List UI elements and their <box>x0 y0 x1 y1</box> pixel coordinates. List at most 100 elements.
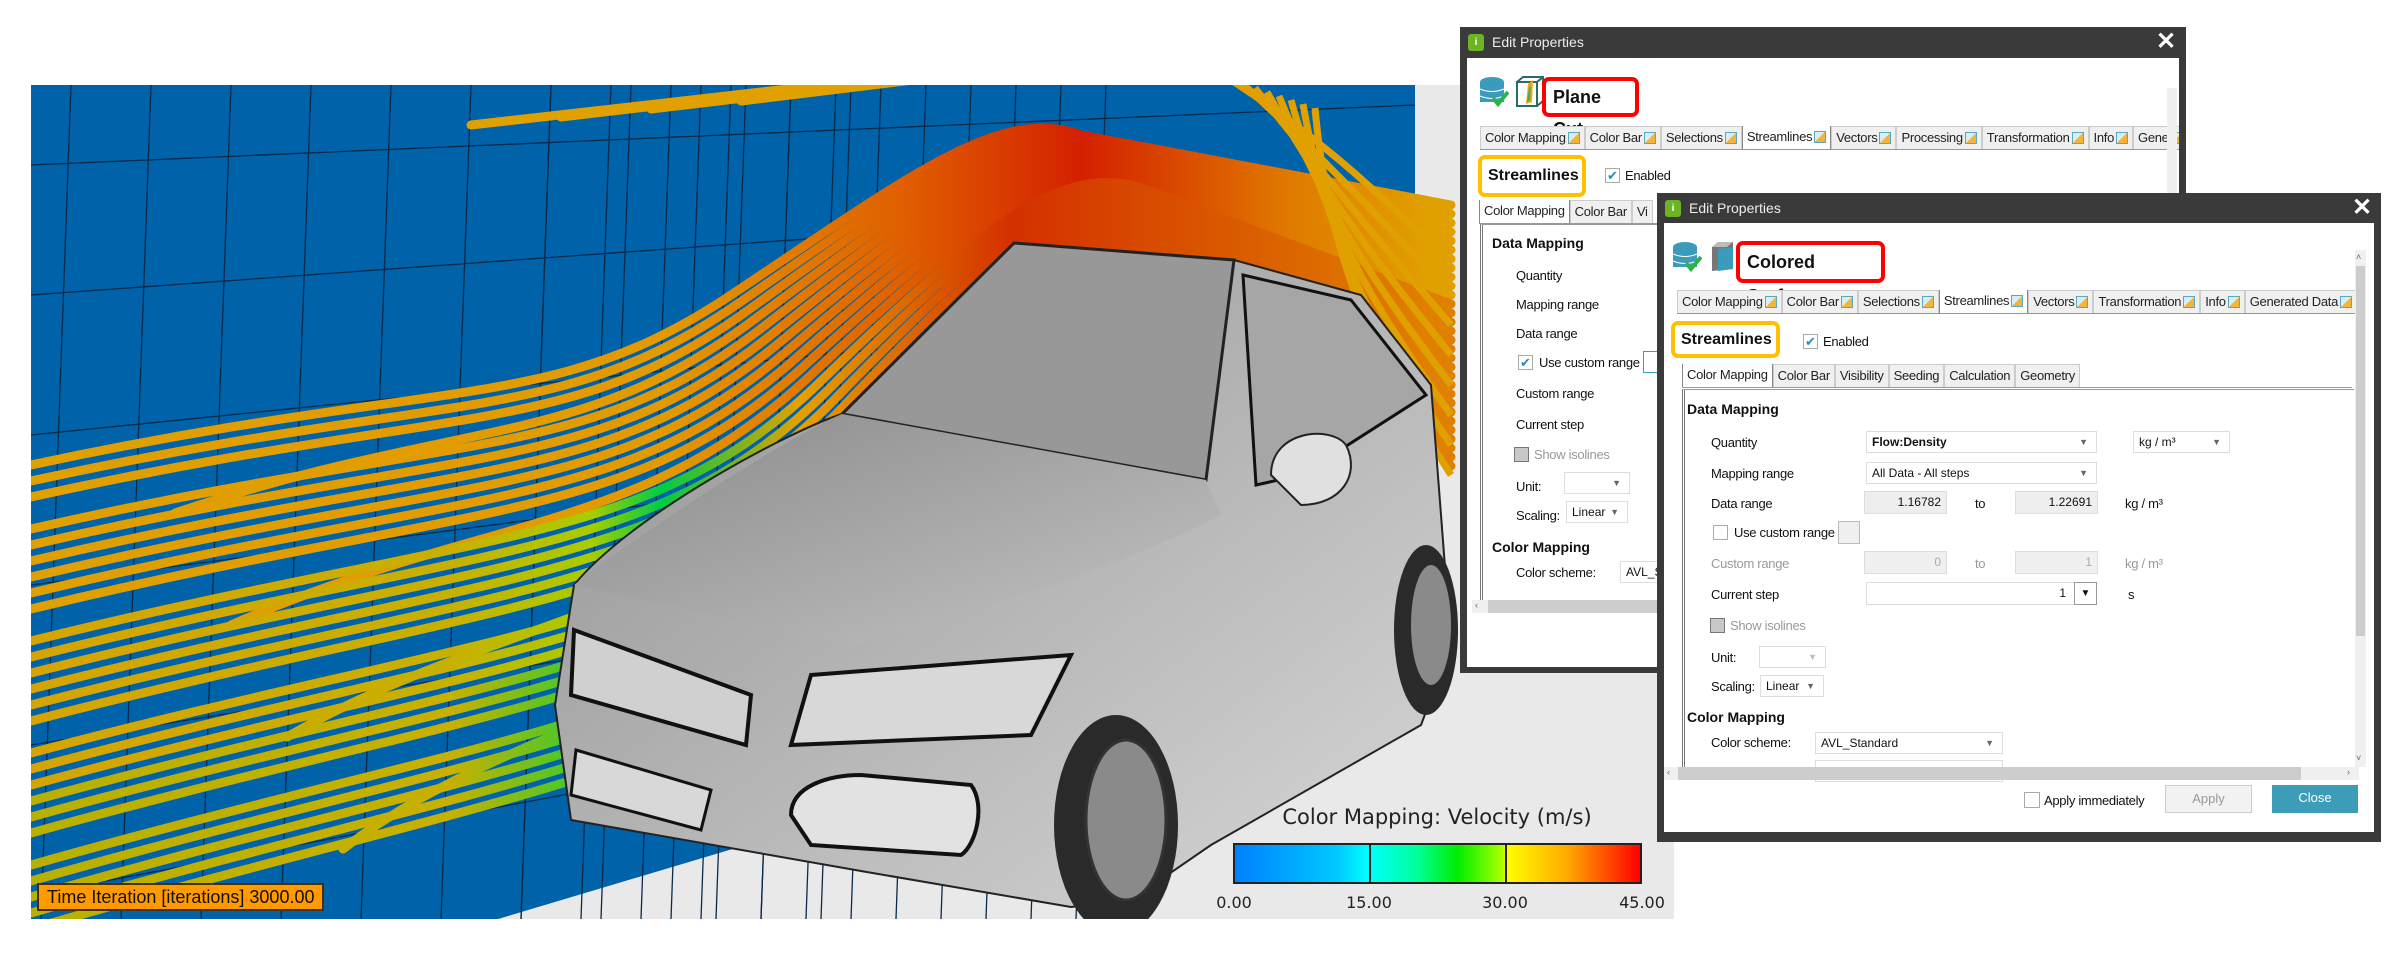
scrollbar-thumb[interactable] <box>2356 266 2365 636</box>
unit-label: Unit: <box>1711 650 1737 665</box>
tab-color-mapping[interactable]: Color Mapping <box>1480 126 1585 149</box>
tab-color-bar[interactable]: Color Bar <box>1781 290 1858 313</box>
streamline <box>31 163 1456 598</box>
mapping-range-dropdown[interactable]: All Data - All steps ▼ <box>1866 462 2097 484</box>
scaling-label: Scaling: <box>1711 679 1755 694</box>
tab-calculation[interactable]: Calculation <box>1944 364 2016 387</box>
chevron-up-icon[interactable]: ˄ <box>2356 252 2362 262</box>
enabled-label: Enabled <box>1625 168 1671 183</box>
chevron-down-icon: ▼ <box>2212 437 2221 447</box>
dialog-title: Edit Properties <box>1492 34 1584 50</box>
apply-immediately-checkbox[interactable] <box>2024 792 2040 808</box>
dialog-title-bar[interactable]: i Edit Properties ✕ <box>1657 193 2381 224</box>
scaling-label: Scaling: <box>1516 508 1560 523</box>
color-bar-tick: 0.00 <box>1216 893 1252 912</box>
horizontal-scrollbar[interactable]: ‹ › <box>1664 767 2359 780</box>
custom-range-min-field[interactable]: 0 <box>1864 551 1947 574</box>
use-custom-range-checkbox[interactable] <box>1713 525 1728 540</box>
enabled-checkbox[interactable]: ✔ <box>1803 334 1818 349</box>
chevron-down-icon: ▼ <box>1610 507 1619 517</box>
tab-vectors[interactable]: Vectors <box>1831 126 1897 149</box>
object-title: Colored Surface <box>1736 241 1885 306</box>
chevron-down-icon[interactable]: ˅ <box>2356 753 2362 763</box>
tab-transformation[interactable]: Transformation <box>2093 290 2201 313</box>
tab-label: Color Bar <box>1589 130 1643 145</box>
close-icon[interactable]: ✕ <box>2155 28 2177 55</box>
enabled-checkbox[interactable]: ✔ <box>1605 168 1620 183</box>
colored-surface-icon <box>1712 242 1733 271</box>
tab-seeding[interactable]: Seeding <box>1888 364 1945 387</box>
tab-vectors[interactable]: Vectors <box>2028 290 2094 313</box>
step-dropdown-button[interactable]: ▼ <box>2074 582 2097 605</box>
grid-line-horizontal <box>31 104 1416 166</box>
data-mapping-heading: Data Mapping <box>1687 401 1779 417</box>
3d-viewport[interactable]: Time Iteration [iterations] 3000.00 Colo… <box>31 85 1674 919</box>
scaling-dropdown[interactable]: Linear ▼ <box>1566 501 1628 523</box>
scaling-dropdown[interactable]: Linear ▼ <box>1760 675 1824 697</box>
show-isolines-checkbox[interactable] <box>1514 447 1529 462</box>
chevron-right-icon[interactable]: › <box>2347 767 2350 777</box>
tab-transformation[interactable]: Transformation <box>1981 126 2089 149</box>
tab-color-bar[interactable]: Color Bar <box>1772 364 1835 387</box>
tab-color-bar[interactable]: Color Bar <box>1569 200 1632 223</box>
tab-label: Streamlines <box>1943 293 2010 308</box>
tab-vi[interactable]: Vi <box>1631 200 1653 223</box>
tab-streamlines[interactable]: Streamlines <box>1938 290 2029 313</box>
color-scheme-value: AVL_Standard <box>1821 736 1899 750</box>
car-hood <box>574 414 1221 645</box>
streamline <box>31 168 1456 614</box>
tab-geometry[interactable]: Geometry <box>2015 364 2080 387</box>
custom-range-picker-icon[interactable] <box>1838 521 1860 544</box>
show-isolines-checkbox[interactable] <box>1710 618 1725 633</box>
unit-dropdown[interactable]: ▼ <box>1564 472 1630 494</box>
chevron-left-icon[interactable]: ‹ <box>1475 600 1478 610</box>
tab-generated-data[interactable]: Generated Data <box>2244 290 2358 313</box>
tab-label: Streamlines <box>1746 129 1813 144</box>
tab-info[interactable]: Info <box>2088 126 2134 149</box>
data-range-unit: kg / m³ <box>2125 496 2163 511</box>
current-step-unit: s <box>2128 587 2135 602</box>
streamline <box>31 133 1456 502</box>
chevron-down-icon: ▼ <box>1612 478 1621 488</box>
color-scheme-value: AVL_S <box>1626 565 1663 579</box>
tab-selections[interactable]: Selections <box>1857 290 1939 313</box>
chevron-left-icon[interactable]: ‹ <box>1667 767 1670 777</box>
close-icon[interactable]: ✕ <box>2351 194 2373 221</box>
quantity-unit-dropdown[interactable]: kg / m³ ▼ <box>2133 431 2230 453</box>
processing-tab-icon <box>1964 132 1977 144</box>
generated-data-tab-icon <box>2340 296 2353 308</box>
unit-dropdown[interactable]: ▼ <box>1759 646 1826 668</box>
current-step-field[interactable]: 1 <box>1866 582 2097 605</box>
tab-color-mapping[interactable]: Color Mapping <box>1479 200 1570 223</box>
streamlines-tab-icon <box>1814 131 1827 143</box>
quantity-dropdown[interactable]: Flow:Density ▼ <box>1866 431 2097 453</box>
tab-label: Color Bar <box>1777 368 1831 383</box>
apply-button[interactable]: Apply <box>2165 785 2252 813</box>
front-wheel-rim <box>1084 738 1168 902</box>
scrollbar-thumb[interactable] <box>1678 767 2301 780</box>
tab-streamlines[interactable]: Streamlines <box>1741 126 1832 149</box>
info-tab-icon <box>2227 296 2240 308</box>
tab-color-mapping[interactable]: Color Mapping <box>1677 290 1782 313</box>
dialog-title-bar[interactable]: i Edit Properties ✕ <box>1460 27 2186 58</box>
tab-visibility[interactable]: Visibility <box>1834 364 1889 387</box>
vertical-scrollbar[interactable]: ˄ ˅ <box>2355 250 2366 767</box>
use-custom-range-checkbox[interactable]: ✔ <box>1518 355 1533 370</box>
color-scheme-dropdown[interactable]: AVL_Standard ▼ <box>1815 732 2003 754</box>
tab-label: Color Mapping <box>1485 130 1566 145</box>
color-scheme-label: Color scheme: <box>1711 735 1791 750</box>
tab-color-bar[interactable]: Color Bar <box>1584 126 1661 149</box>
tab-selections[interactable]: Selections <box>1660 126 1742 149</box>
quantity-value: Flow:Density <box>1872 435 1947 449</box>
chevron-down-icon: ▼ <box>2079 468 2088 478</box>
close-button[interactable]: Close <box>2272 785 2358 813</box>
color-bar <box>1233 843 1642 884</box>
color-mapping-heading: Color Mapping <box>1492 539 1590 555</box>
tab-processing[interactable]: Processing <box>1896 126 1982 149</box>
tab-info[interactable]: Info <box>2200 290 2245 313</box>
cfd-scene[interactable] <box>31 85 1674 919</box>
color-mapping-heading: Color Mapping <box>1687 709 1785 725</box>
data-range-min-field: 1.16782 <box>1864 491 1947 514</box>
custom-range-max-field[interactable]: 1 <box>2015 551 2098 574</box>
tab-color-mapping[interactable]: Color Mapping <box>1682 364 1773 387</box>
